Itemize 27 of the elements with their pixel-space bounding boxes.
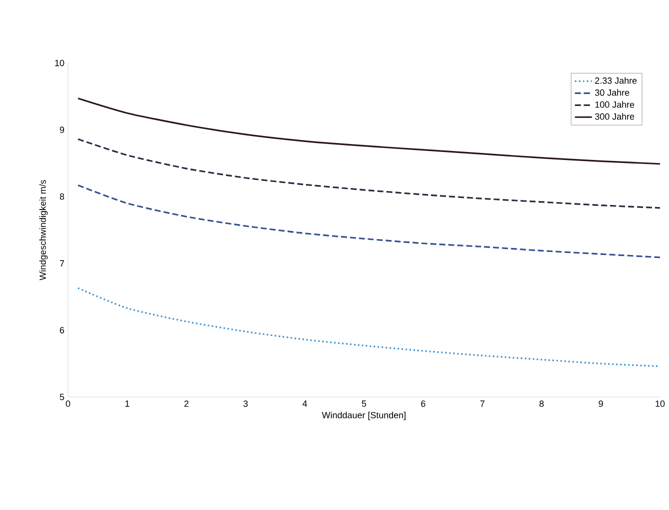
x-tick-label: 3	[243, 400, 248, 407]
legend-label: 2.33 Jahre	[595, 77, 637, 84]
y-axis-title: Windgeschwindigkeit m/s	[39, 180, 48, 280]
y-tick-label: 5	[60, 394, 64, 400]
x-tick-label: 7	[480, 400, 484, 407]
y-tick-label: 9	[60, 126, 64, 133]
line-series	[77, 287, 660, 368]
x-tick-label: 5	[362, 400, 366, 407]
line-series	[77, 98, 660, 165]
y-tick-label: 8	[60, 193, 64, 200]
y-tick-label: 7	[60, 260, 64, 266]
line-series	[77, 184, 660, 258]
x-tick-label: 8	[540, 400, 544, 407]
legend-label: 100 Jahre	[595, 101, 634, 108]
x-tick-label: 1	[125, 400, 130, 407]
x-tick-label: 0	[66, 400, 70, 407]
y-tick-label: 6	[60, 327, 64, 334]
legend-label: 300 Jahre	[595, 113, 634, 120]
line-series	[77, 138, 660, 209]
x-tick-label: 10	[656, 400, 665, 407]
x-tick-label: 9	[598, 400, 603, 407]
x-tick-label: 4	[302, 400, 308, 407]
x-tick-label: 2	[184, 400, 188, 407]
y-tick-label: 10	[55, 60, 64, 66]
x-tick-label: 6	[421, 400, 426, 407]
x-axis-title: Winddauer [Stunden]	[322, 412, 406, 420]
legend-label: 30 Jahre	[595, 89, 630, 96]
